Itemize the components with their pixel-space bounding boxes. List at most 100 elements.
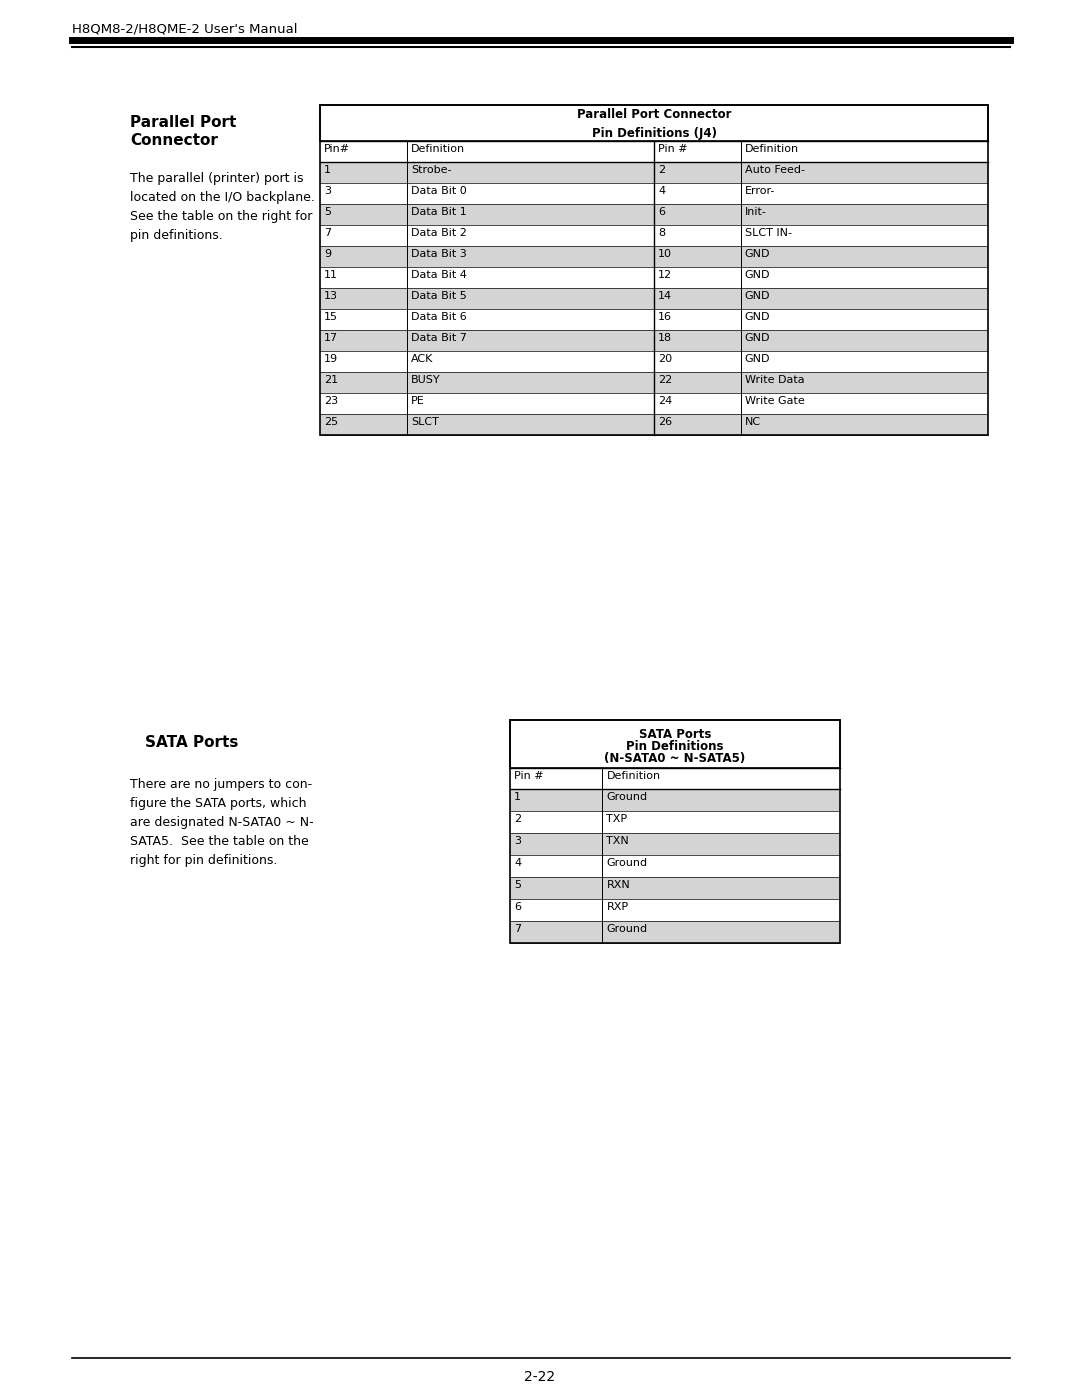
Text: Connector: Connector: [130, 133, 218, 148]
Text: (N-SATA0 ~ N-SATA5): (N-SATA0 ~ N-SATA5): [605, 752, 745, 766]
Bar: [320, 309, 988, 330]
Bar: [320, 267, 988, 288]
Text: pin definitions.: pin definitions.: [130, 229, 222, 242]
Text: Data Bit 1: Data Bit 1: [410, 207, 467, 217]
Bar: [320, 414, 988, 434]
Text: Definition: Definition: [745, 144, 799, 154]
Text: SATA5.  See the table on the: SATA5. See the table on the: [130, 835, 309, 848]
Text: TXN: TXN: [606, 835, 630, 847]
Text: 2: 2: [658, 165, 665, 175]
Bar: [510, 812, 840, 833]
Text: Error-: Error-: [745, 186, 775, 196]
Text: RXN: RXN: [606, 880, 630, 890]
Bar: [320, 162, 988, 183]
Text: Pin #: Pin #: [658, 144, 688, 154]
Text: Definition: Definition: [410, 144, 465, 154]
Bar: [320, 351, 988, 372]
Text: The parallel (printer) port is: The parallel (printer) port is: [130, 172, 303, 184]
Text: 4: 4: [514, 858, 522, 868]
Text: 1: 1: [514, 792, 521, 802]
Bar: [320, 183, 988, 204]
Text: 6: 6: [658, 207, 665, 217]
Text: GND: GND: [745, 249, 770, 258]
Text: NC: NC: [745, 416, 761, 427]
Text: 12: 12: [658, 270, 672, 279]
Bar: [320, 246, 988, 267]
Bar: [320, 393, 988, 414]
Bar: [510, 900, 840, 921]
Text: Data Bit 6: Data Bit 6: [410, 312, 467, 321]
Bar: [510, 921, 840, 943]
Bar: [320, 330, 988, 351]
Text: Data Bit 7: Data Bit 7: [410, 332, 467, 344]
Text: Data Bit 4: Data Bit 4: [410, 270, 467, 279]
Text: 16: 16: [658, 312, 672, 321]
Text: Pin Definitions: Pin Definitions: [626, 740, 724, 753]
Bar: [320, 288, 988, 309]
Bar: [510, 855, 840, 877]
Text: 6: 6: [514, 902, 521, 912]
Bar: [320, 225, 988, 246]
Bar: [510, 877, 840, 900]
Text: GND: GND: [745, 270, 770, 279]
Text: Write Data: Write Data: [745, 374, 805, 386]
Bar: [510, 719, 840, 943]
Bar: [320, 105, 988, 434]
Text: Parallel Port: Parallel Port: [130, 115, 237, 130]
Text: 5: 5: [514, 880, 521, 890]
Text: figure the SATA ports, which: figure the SATA ports, which: [130, 798, 307, 810]
Text: Parallel Port Connector: Parallel Port Connector: [577, 109, 731, 122]
Text: GND: GND: [745, 312, 770, 321]
Text: Ground: Ground: [606, 792, 648, 802]
Bar: [510, 789, 840, 812]
Text: 3: 3: [514, 835, 521, 847]
Text: Write Gate: Write Gate: [745, 395, 805, 407]
Text: GND: GND: [745, 332, 770, 344]
Bar: [510, 768, 840, 789]
Text: SATA Ports: SATA Ports: [145, 735, 239, 750]
Text: Ground: Ground: [606, 923, 648, 935]
Bar: [320, 204, 988, 225]
Text: TXP: TXP: [606, 814, 627, 824]
Text: 1: 1: [324, 165, 330, 175]
Text: 14: 14: [658, 291, 672, 300]
Text: Pin#: Pin#: [324, 144, 350, 154]
Text: 19: 19: [324, 353, 338, 365]
Text: Pin Definitions (J4): Pin Definitions (J4): [592, 127, 716, 140]
Text: right for pin definitions.: right for pin definitions.: [130, 854, 278, 868]
Text: Auto Feed-: Auto Feed-: [745, 165, 805, 175]
Text: 18: 18: [658, 332, 672, 344]
Text: GND: GND: [745, 291, 770, 300]
Bar: [510, 719, 840, 768]
Text: SATA Ports: SATA Ports: [638, 728, 712, 740]
Text: 9: 9: [324, 249, 332, 258]
Text: are designated N-SATA0 ~ N-: are designated N-SATA0 ~ N-: [130, 816, 313, 828]
Text: 10: 10: [658, 249, 672, 258]
Text: SLCT IN-: SLCT IN-: [745, 228, 792, 237]
Text: 13: 13: [324, 291, 338, 300]
Text: 2: 2: [514, 814, 522, 824]
Text: Definition: Definition: [606, 771, 661, 781]
Text: 7: 7: [324, 228, 332, 237]
Text: 23: 23: [324, 395, 338, 407]
Text: There are no jumpers to con-: There are no jumpers to con-: [130, 778, 312, 791]
Text: SLCT: SLCT: [410, 416, 438, 427]
Text: H8QM8-2/H8QME-2 User's Manual: H8QM8-2/H8QME-2 User's Manual: [72, 22, 297, 35]
Bar: [320, 141, 988, 162]
Text: 11: 11: [324, 270, 338, 279]
Text: Data Bit 2: Data Bit 2: [410, 228, 467, 237]
Bar: [320, 372, 988, 393]
Text: 4: 4: [658, 186, 665, 196]
Bar: [510, 833, 840, 855]
Text: Data Bit 0: Data Bit 0: [410, 186, 467, 196]
Text: 2-22: 2-22: [525, 1370, 555, 1384]
Text: 26: 26: [658, 416, 672, 427]
Text: Init-: Init-: [745, 207, 767, 217]
Text: See the table on the right for: See the table on the right for: [130, 210, 312, 224]
Text: RXP: RXP: [606, 902, 629, 912]
Text: 7: 7: [514, 923, 522, 935]
Text: 20: 20: [658, 353, 672, 365]
Text: Ground: Ground: [606, 858, 648, 868]
Text: 3: 3: [324, 186, 330, 196]
Text: 21: 21: [324, 374, 338, 386]
